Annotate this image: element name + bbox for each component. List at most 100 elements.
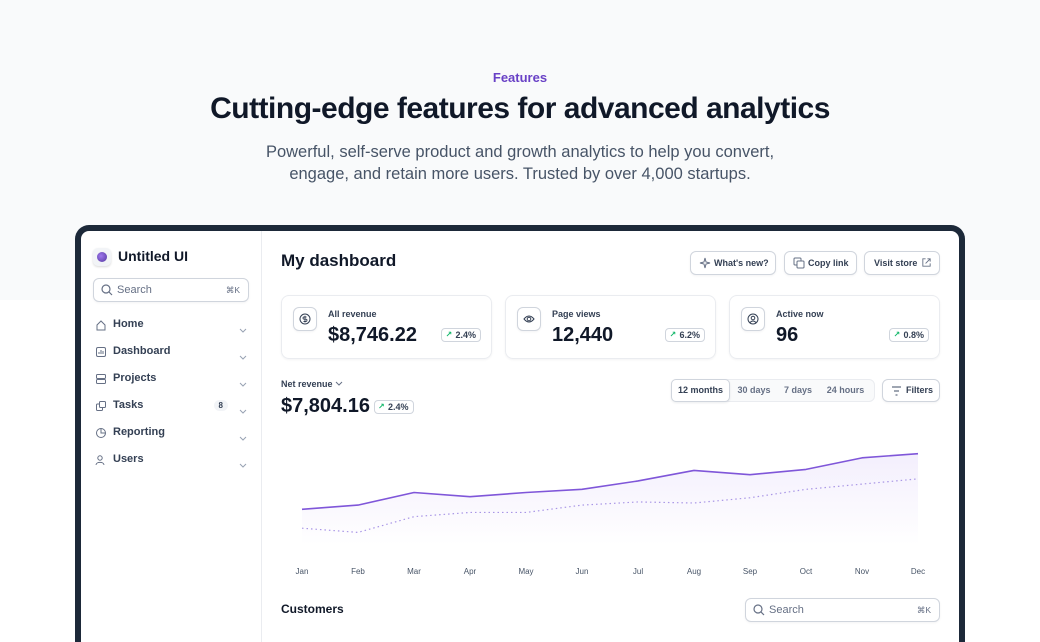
external-icon [922,258,931,267]
range-tab[interactable]: 24 hours [826,385,865,395]
line-series [301,452,919,511]
subtitle: Powerful, self-serve product and growth … [265,143,775,183]
stat-card: All revenue $8,746.22 2.4% [281,295,492,359]
chevron-icon [239,382,247,387]
chevron [239,321,247,339]
chevron [239,429,247,447]
chevron [239,402,247,420]
whats-new-button[interactable]: What's new? [690,251,776,275]
device-frame: Untitled UI Search ⌘K Home Dashboard Proje… [75,225,965,642]
range-tab[interactable]: 7 days [783,385,813,395]
stat-label: Active now [776,309,824,319]
search-icon [101,284,113,296]
copy-icon [793,257,805,269]
sidebar: Untitled UI Search ⌘K Home Dashboard Proje… [81,231,262,642]
stat-icon [293,307,317,331]
shortcut: ⌘K [916,605,931,615]
line-series [301,478,919,533]
chevron-icon [239,328,247,333]
stat-label: Page views [552,309,601,319]
net-change: 2.4% [374,400,414,414]
icon [96,347,106,357]
area-fill [302,453,918,545]
label-text: Net revenue [281,379,333,389]
icon [747,313,759,325]
search-placeholder: Search [117,284,152,296]
nav-icon [95,372,107,390]
range-tabs: 12 months 30 days 7 days 24 hours [671,379,875,402]
range-tab[interactable]: 12 months [671,379,730,402]
filter-icon [892,386,901,396]
nav-label: Dashboard [113,345,171,357]
nav-label: Reporting [113,426,165,438]
x-tick-label: May [518,567,533,576]
button-label: Visit store [874,258,918,268]
x-tick-label: Jun [576,567,589,576]
x-tick-label: Mar [407,567,421,576]
chevron-icon [239,409,247,414]
icon [95,455,105,466]
chevron-icon [239,463,247,468]
x-tick-label: Aug [687,567,701,576]
logo[interactable] [93,248,111,266]
range-tab[interactable]: 30 days [737,385,771,395]
search-placeholder: Search [769,604,804,616]
icon [96,428,106,438]
stat-icon [741,307,765,331]
chevron-icon [239,355,247,360]
search-icon [753,604,765,616]
nav-icon [95,453,107,471]
chevron [239,375,247,393]
x-tick-label: Jul [633,567,643,576]
nav-item[interactable]: Reporting [93,423,249,443]
shortcut: ⌘K [225,285,240,295]
button-label: Copy link [808,258,849,268]
x-tick-label: Oct [800,567,813,576]
customers-search[interactable]: Search ⌘K [745,598,940,622]
eyebrow: Features [492,70,548,85]
nav-icon [95,399,107,417]
stat-label: All revenue [328,309,377,319]
x-tick-label: Jan [296,567,309,576]
chevron [239,456,247,474]
x-tick-label: Dec [911,567,925,576]
button-label: What's new? [714,258,769,268]
icon [96,320,106,331]
icon [299,313,311,325]
net-revenue-value: $7,804.16 [281,395,370,417]
nav-label: Home [113,318,144,330]
filters-button[interactable]: Filters [882,379,940,402]
button-label: Filters [906,385,934,395]
sparkle-icon [699,257,711,269]
nav-item[interactable]: Projects [93,369,249,389]
x-tick-label: Nov [855,567,869,576]
stat-card: Page views 12,440 6.2% [505,295,716,359]
stat-card: Active now 96 0.8% [729,295,940,359]
stat-value: $8,746.22 [328,324,417,346]
icon [523,315,535,323]
x-tick-label: Feb [351,567,365,576]
icon [96,401,106,411]
net-revenue-label[interactable]: Net revenue [281,379,343,389]
nav-badge: 8 [213,400,228,411]
headline: Cutting-edge features for advanced analy… [210,92,830,125]
stat-value: 96 [776,324,799,346]
nav-icon [95,426,107,444]
chevron [335,381,343,386]
stat-value: 12,440 [552,324,614,346]
visit-store-button[interactable]: Visit store [864,251,940,275]
copy-link-button[interactable]: Copy link [784,251,857,275]
nav-item[interactable]: Dashboard [93,342,249,362]
nav-icon [95,318,107,336]
nav-item[interactable]: Users [93,450,249,470]
nav-item[interactable]: Tasks 8 [93,396,249,416]
nav-item[interactable]: Home [93,315,249,335]
stat-change: 2.4% [441,328,481,342]
stat-change: 0.8% [889,328,929,342]
revenue-chart: Jan Feb Mar Apr May Jun Jul Aug Sep Oct Nov Dec [296,452,925,576]
search-box[interactable]: Search ⌘K [93,278,249,302]
dashboard-title: My dashboard [281,251,397,270]
x-tick-label: Apr [464,567,477,576]
